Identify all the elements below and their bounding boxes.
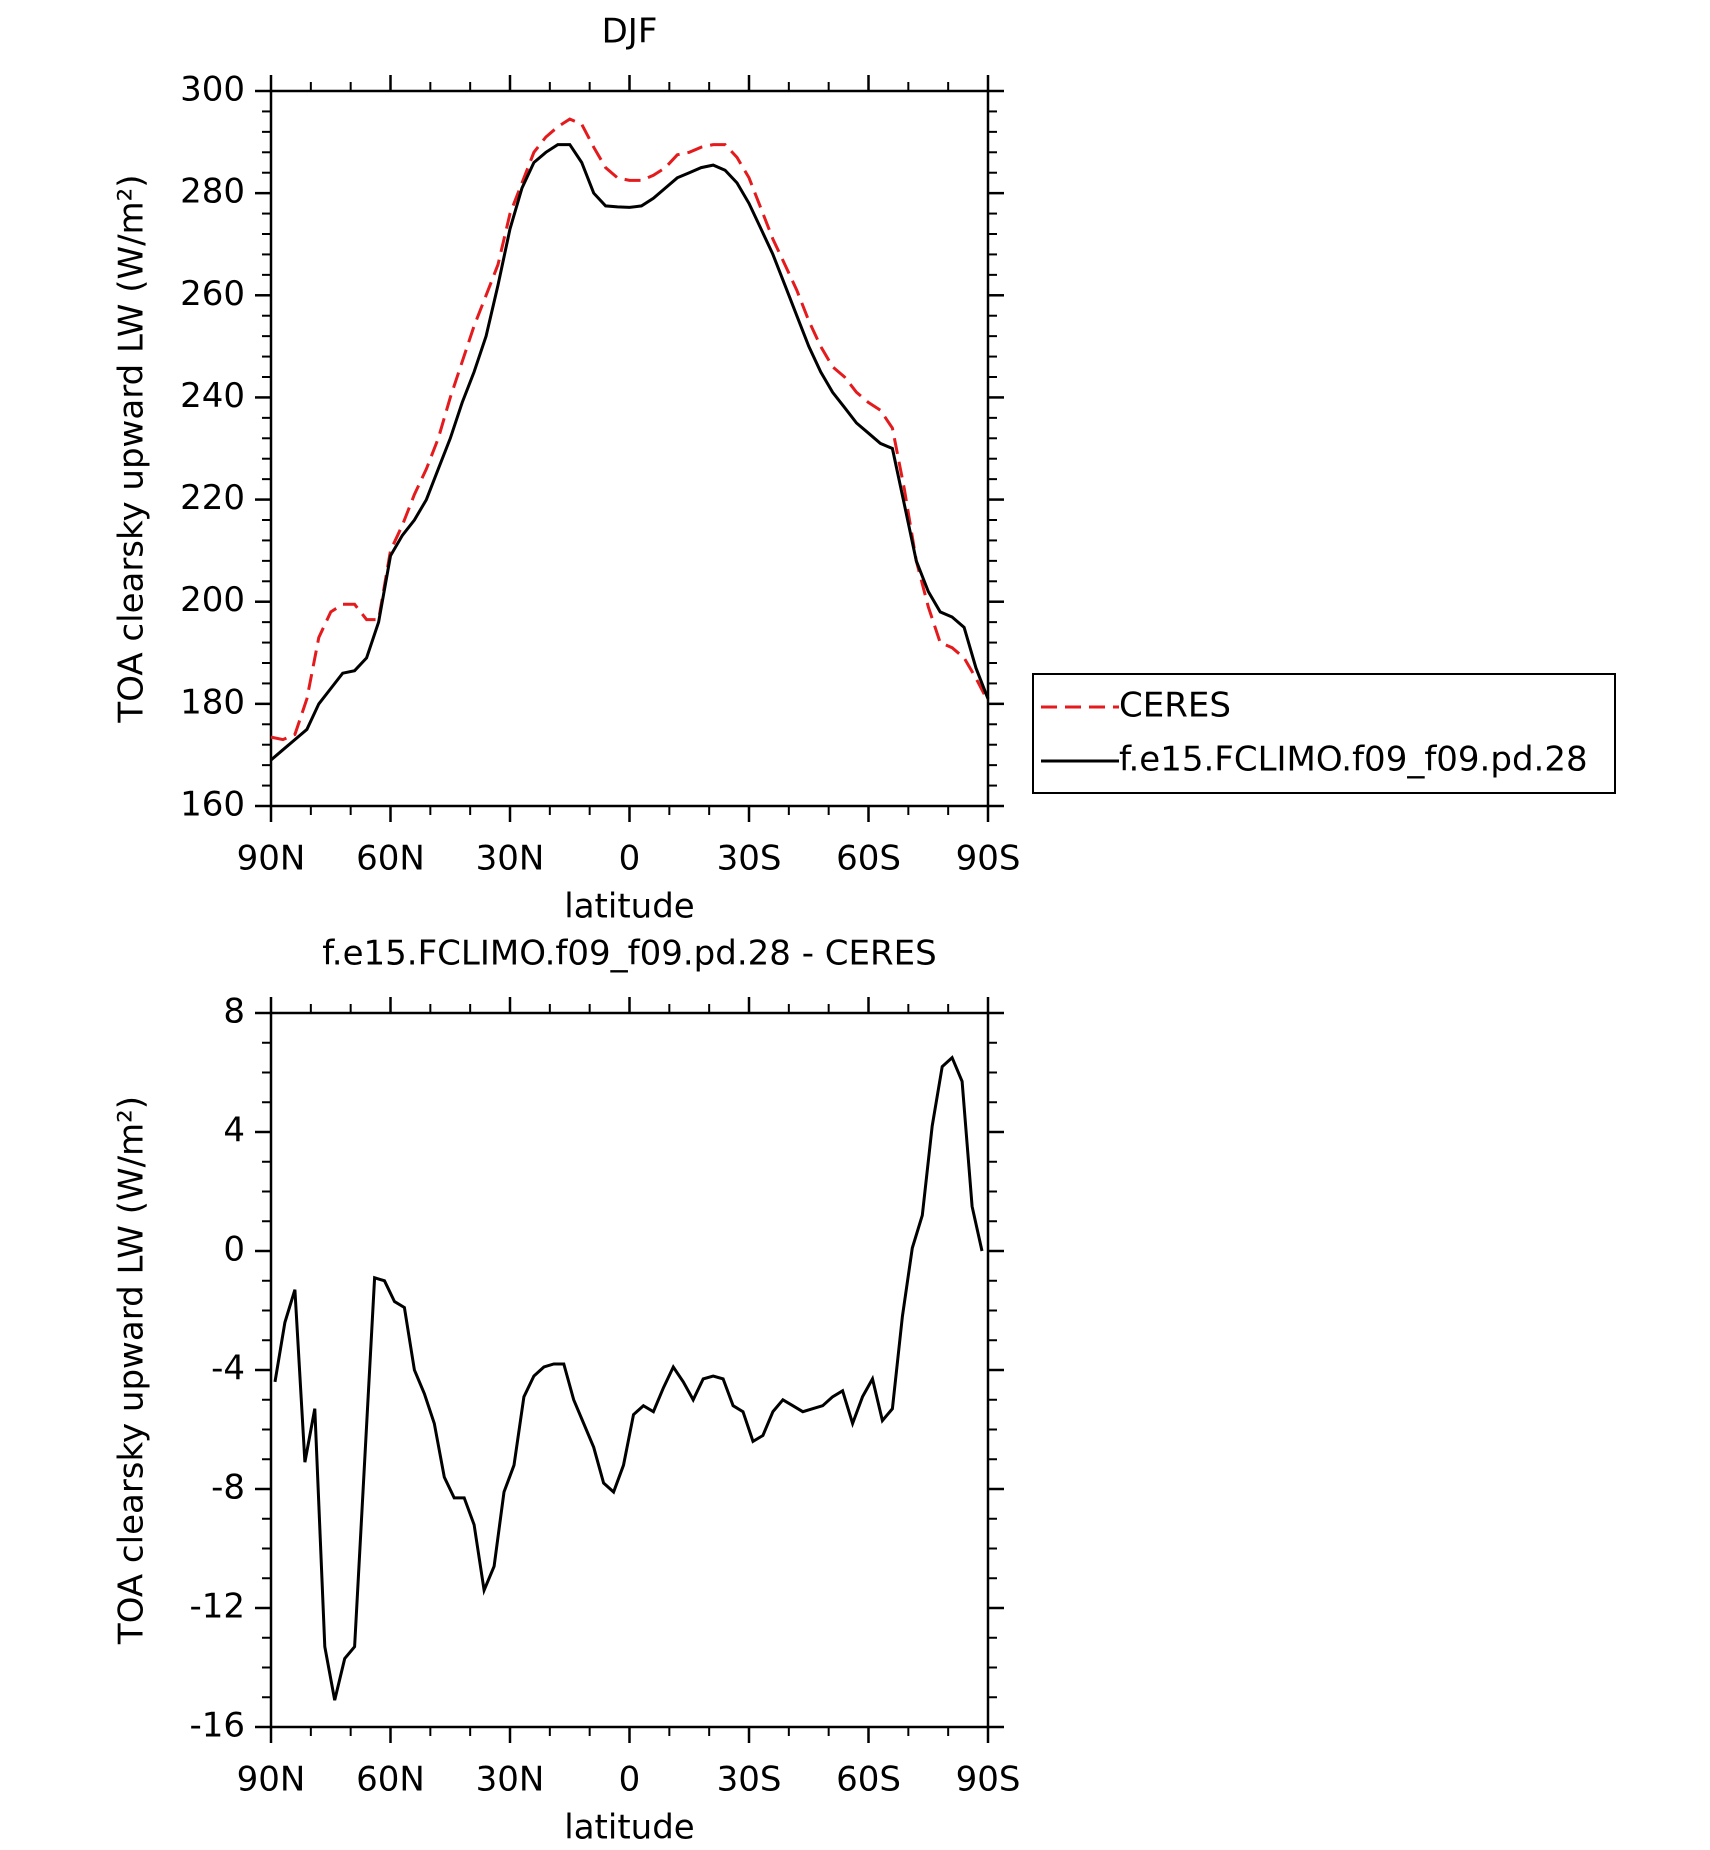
y-tick-label: 0 (223, 1230, 245, 1270)
y-tick-label: 200 (180, 580, 245, 620)
x-tick-label: 90S (956, 1760, 1021, 1800)
x-tick-label: 60N (356, 1760, 425, 1800)
chart-title: f.e15.FCLIMO.f09_f09.pd.28 - CERES (322, 934, 936, 974)
x-axis-label: latitude (564, 1808, 694, 1848)
x-tick-label: 30S (717, 1760, 782, 1800)
y-axis-label: TOA clearsky upward LW (W/m²) (112, 174, 152, 723)
y-tick-label: 8 (223, 992, 245, 1032)
x-tick-label: 60S (836, 1760, 901, 1800)
y-tick-label: 240 (180, 376, 245, 416)
data-line (270, 117, 990, 742)
y-tick-label: -16 (189, 1706, 245, 1746)
y-tick-label: 280 (180, 172, 245, 212)
y-tick-label: 300 (180, 70, 245, 110)
x-tick-label: 30N (476, 1760, 545, 1800)
x-tick-label: 0 (619, 839, 641, 879)
y-tick-label: -4 (211, 1349, 245, 1389)
data-line (273, 1055, 984, 1701)
y-tick-label: 260 (180, 274, 245, 314)
y-tick-label: 4 (223, 1111, 245, 1151)
x-tick-label: 90S (956, 839, 1021, 879)
y-tick-label: 220 (180, 478, 245, 518)
legend-label: f.e15.FCLIMO.f09_f09.pd.28 (1119, 740, 1588, 780)
x-tick-label: 90N (237, 839, 306, 879)
x-tick-label: 60S (836, 839, 901, 879)
y-tick-label: -8 (211, 1468, 245, 1508)
plot-frame (269, 1011, 990, 1729)
x-axis-label: latitude (564, 887, 694, 927)
y-tick-label: 180 (180, 682, 245, 722)
legend-box (1032, 673, 1616, 794)
x-tick-label: 0 (619, 1760, 641, 1800)
chart-title: DJF (602, 12, 658, 52)
y-axis-label: TOA clearsky upward LW (W/m²) (112, 1096, 152, 1645)
plot-frame (269, 89, 990, 808)
x-tick-label: 30N (476, 839, 545, 879)
x-tick-label: 30S (717, 839, 782, 879)
x-tick-label: 60N (356, 839, 425, 879)
legend-label: CERES (1119, 686, 1231, 726)
y-tick-label: 160 (180, 785, 245, 825)
data-line (270, 143, 990, 762)
y-tick-label: -12 (189, 1587, 245, 1627)
x-tick-label: 90N (237, 1760, 306, 1800)
